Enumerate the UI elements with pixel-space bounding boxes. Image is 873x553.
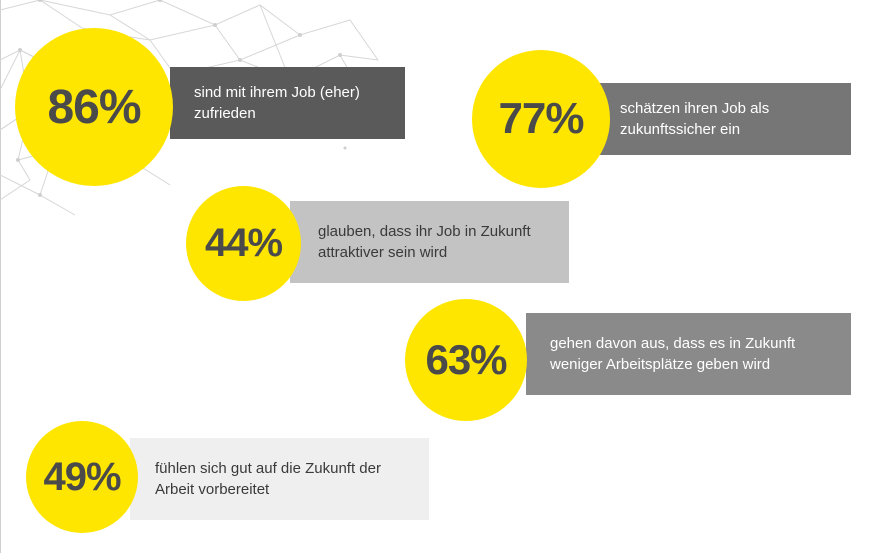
stat-86-text: sind mit ihrem Job (eher) zufrieden <box>194 84 360 122</box>
stat-77-text: schätzen ihren Job als zukunftssicher ei… <box>620 100 770 138</box>
stat-63-circle: 63% <box>405 299 527 421</box>
stat-63-text: gehen davon aus, dass es in Zukunft weni… <box>550 335 796 373</box>
left-border-line <box>0 0 1 553</box>
stat-49-text: fühlen sich gut auf die Zukunft der Arbe… <box>155 460 381 498</box>
stat-86-circle: 86% <box>15 28 173 186</box>
stat-44-bar: glauben, dass ihr Job in Zukunft attrakt… <box>290 201 569 283</box>
stat-77-circle: 77% <box>472 50 610 188</box>
stat-86-bar: sind mit ihrem Job (eher) zufrieden <box>170 67 405 139</box>
stat-63-value: 63% <box>425 336 507 383</box>
stat-44-text: glauben, dass ihr Job in Zukunft attrakt… <box>318 223 531 261</box>
stat-77-bar: schätzen ihren Job als zukunftssicher ei… <box>598 83 851 155</box>
stat-49-bar: fühlen sich gut auf die Zukunft der Arbe… <box>130 438 429 520</box>
stat-63-bar: gehen davon aus, dass es in Zukunft weni… <box>526 313 851 395</box>
stat-49-circle: 49% <box>26 421 138 533</box>
stat-44-value: 44% <box>204 221 283 265</box>
stat-49-value: 49% <box>43 454 121 499</box>
stat-44-circle: 44% <box>186 186 301 301</box>
stat-77-value: 77% <box>498 94 584 143</box>
stat-86-value: 86% <box>47 80 141 134</box>
